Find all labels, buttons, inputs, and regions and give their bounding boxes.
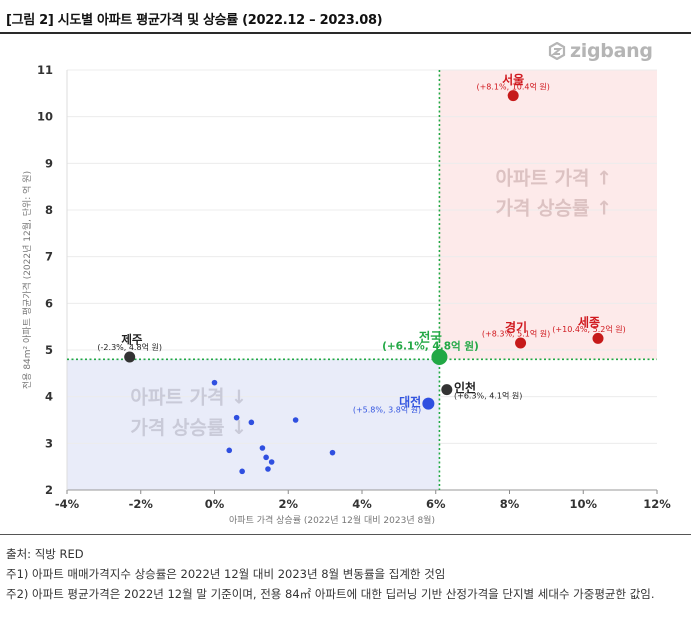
quadrant-lower-caption-line2: 가격 상승률 ↓: [130, 417, 247, 439]
point-detail-label: (+10.4%, 5.2억 원): [552, 324, 625, 334]
quadrant-upper-caption-line2: 가격 상승률 ↑: [495, 198, 612, 220]
data-point: [259, 445, 266, 451]
quadrant-lower-caption-line1: 아파트 가격 ↓: [130, 387, 247, 409]
data-point: [211, 379, 218, 386]
brand-logo: zigbang: [548, 38, 653, 64]
quadrant-lower-left: [67, 359, 440, 490]
data-point-labeled: [124, 351, 136, 363]
point-name-label: 대전: [399, 394, 421, 409]
note-1: 주1) 아파트 매매가격지수 상승률은 2022년 12월 대비 2023년 8…: [6, 567, 446, 581]
scatter-chart: 2 3 4 5 6 7 8 9 10 11 -4% -2% 0% 2% 4% 6% 8% 10% 12% 아파트 가격…: [21, 63, 671, 526]
y-tick-label: 6: [45, 296, 53, 310]
figure-title: [그림 2] 시도별 아파트 평균가격 및 상승률 (2022.12 – 202…: [6, 13, 383, 28]
point-detail-label: (+8.1%, 10.4억 원): [476, 81, 549, 91]
quadrant-upper-right: [439, 70, 657, 360]
point-name-label: 서울: [502, 72, 524, 87]
point-name-label: 경기: [505, 319, 527, 334]
x-tick-label: 8%: [500, 497, 520, 511]
x-tick-label: -4%: [55, 497, 80, 511]
x-tick-label: 10%: [569, 497, 597, 511]
point-name-label: 제주: [121, 333, 143, 347]
data-point: [329, 449, 336, 456]
y-axis-title: 전용 84m² 아파트 평균가격 (2022년 12월, 단위: 억 원): [21, 171, 33, 389]
y-tick-label: 8: [45, 203, 53, 217]
quadrant-upper-caption-line1: 아파트 가격 ↑: [495, 167, 612, 189]
zigbang-logo-icon: [548, 41, 566, 61]
x-tick-label: 6%: [426, 497, 446, 511]
data-point-labeled: [507, 90, 519, 102]
y-tick-label: 2: [45, 483, 53, 497]
point-name-label: 전국: [419, 330, 443, 345]
point-detail-label: (+8.3%, 5.1억 원): [482, 329, 550, 339]
x-tick-label: 2%: [278, 497, 298, 511]
data-point: [239, 468, 245, 475]
point-name-label: 인천: [454, 380, 476, 395]
note-2: 주2) 아파트 평균가격은 2022년 12월 말 기준이며, 전용 84㎡ 아…: [6, 587, 655, 601]
data-point: [248, 419, 255, 426]
y-tick-label: 9: [45, 156, 53, 170]
data-point-labeled: [441, 384, 453, 396]
brand-name: zigbang: [570, 40, 653, 62]
data-point-labeled: [592, 332, 604, 344]
data-point: [226, 447, 233, 454]
source-note: 출처: 직방 RED: [6, 547, 84, 561]
title-divider: [0, 32, 691, 34]
data-point: [263, 454, 269, 461]
data-point: [233, 414, 240, 421]
point-name-label: 세종: [578, 315, 600, 330]
y-tick-label: 10: [37, 110, 53, 124]
x-axis-title: 아파트 가격 상승률 (2022년 12월 대비 2023년 8월): [229, 514, 435, 526]
y-tick-label: 7: [45, 250, 53, 264]
data-point: [265, 466, 271, 472]
data-point-labeled: [422, 397, 435, 410]
chart-area: 2 3 4 5 6 7 8 9 10 11 -4% -2% 0% 2% 4% 6% 8% 10% 12% 아파트 가격…: [0, 34, 691, 534]
y-tick-label: 11: [37, 63, 53, 77]
x-tick-label: 12%: [643, 497, 671, 511]
y-tick-label: 4: [45, 390, 53, 404]
data-point-labeled: [515, 337, 527, 349]
notes-divider: [0, 534, 691, 535]
x-tick-label: 0%: [205, 497, 225, 511]
point-detail-label: (-2.3%, 4.8억 원): [97, 342, 162, 352]
point-detail-label: (+6.1%, 4.8억 원): [382, 339, 479, 352]
x-tick-label: 4%: [352, 497, 372, 511]
data-point-labeled: [431, 349, 448, 365]
data-point: [268, 459, 275, 465]
figure-notes: 출처: 직방 RED 주1) 아파트 매매가격지수 상승률은 2022년 12월…: [6, 544, 686, 604]
y-tick-label: 3: [45, 436, 53, 450]
data-point: [292, 417, 299, 423]
point-detail-label: (+6.3%, 4.1억 원): [454, 391, 522, 401]
point-detail-label: (+5.8%, 3.8억 원): [353, 405, 421, 415]
y-tick-label: 5: [45, 343, 53, 357]
x-tick-label: -2%: [129, 497, 154, 511]
